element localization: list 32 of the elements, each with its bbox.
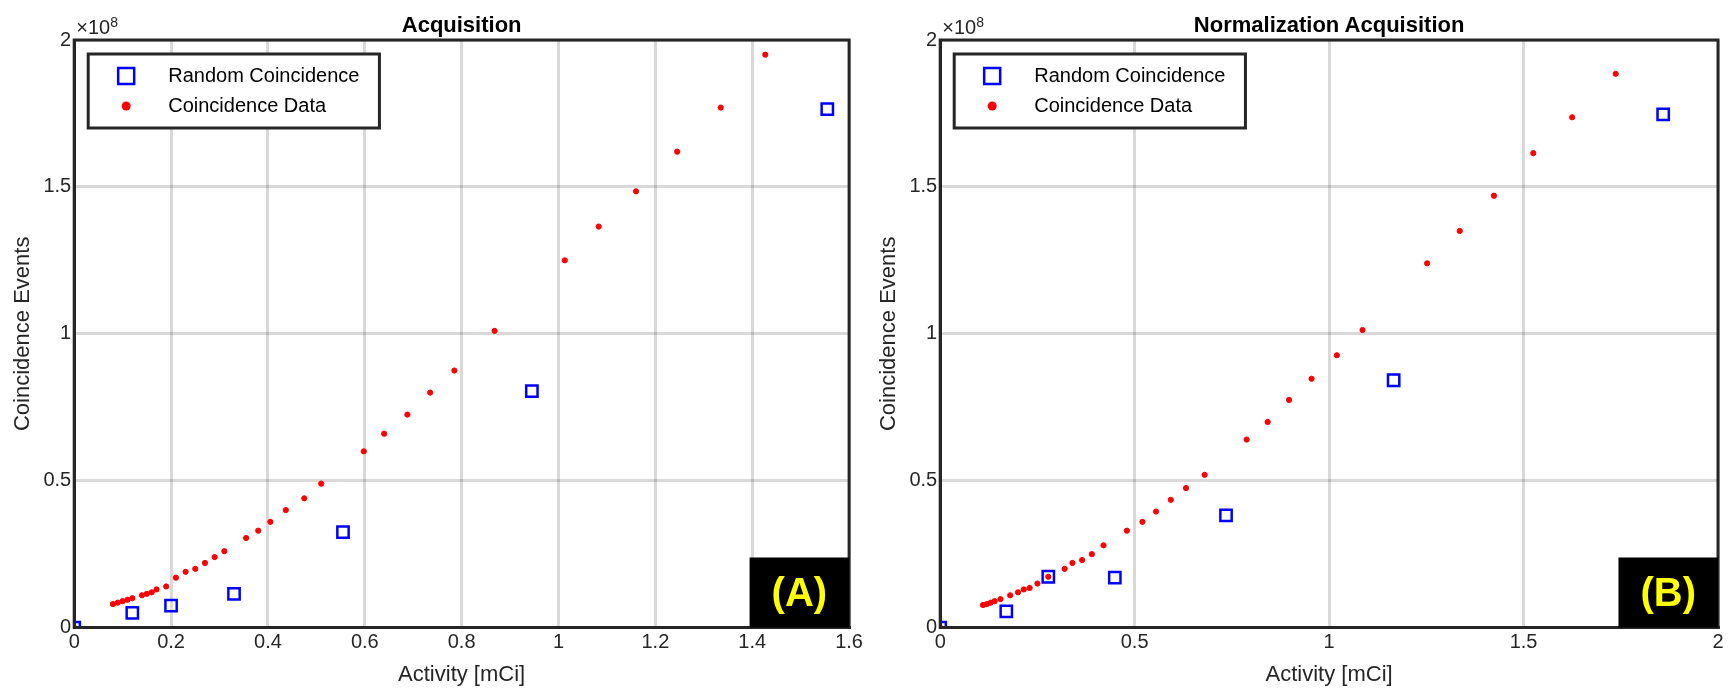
- x-tick-label: 1.2: [641, 630, 670, 653]
- chart-title: Acquisition: [401, 12, 522, 38]
- legend-label: Coincidence Data: [168, 93, 327, 116]
- y-tick-label: 1: [60, 321, 72, 344]
- x-axis-title: Activity [mCi]: [398, 660, 526, 686]
- x-tick-label: 0.2: [157, 630, 185, 653]
- x-tick-label: 2: [1712, 630, 1724, 653]
- x-tick-label: 0.4: [254, 630, 282, 653]
- annotation: (A): [771, 569, 828, 614]
- y-tick-label: 1.5: [43, 174, 72, 197]
- legend-label: Random Coincidence: [1034, 63, 1226, 86]
- legend-label: Coincidence Data: [1034, 93, 1193, 116]
- annotation: (B): [1640, 569, 1696, 614]
- y-tick-label: 0.5: [909, 468, 938, 491]
- y-axis-title: Coincidence Events: [9, 236, 35, 432]
- y-tick-label: 1: [926, 321, 938, 344]
- x-tick-label: 1: [1323, 630, 1335, 653]
- y-tick-label: 0.5: [43, 468, 72, 491]
- x-tick-label: 0.5: [1120, 630, 1149, 653]
- y-axis-title: Coincidence Events: [875, 236, 901, 432]
- legend-label: Random Coincidence: [168, 63, 360, 86]
- x-tick-label: 0.8: [447, 630, 476, 653]
- x-tick-label: 1.5: [1509, 630, 1538, 653]
- x-axis-title: Activity [mCi]: [1265, 660, 1393, 686]
- x-tick-label: 1.6: [835, 630, 863, 653]
- x-tick-label: 1.4: [738, 630, 767, 653]
- y-tick-label: 1.5: [909, 174, 938, 197]
- x-tick-label: 0.6: [350, 630, 379, 653]
- y-tick-label: 2: [60, 27, 72, 50]
- x-tick-label: 1: [552, 630, 565, 653]
- chart-title: Normalization Acquisition: [1193, 12, 1465, 38]
- y-tick-label: 2: [926, 27, 938, 50]
